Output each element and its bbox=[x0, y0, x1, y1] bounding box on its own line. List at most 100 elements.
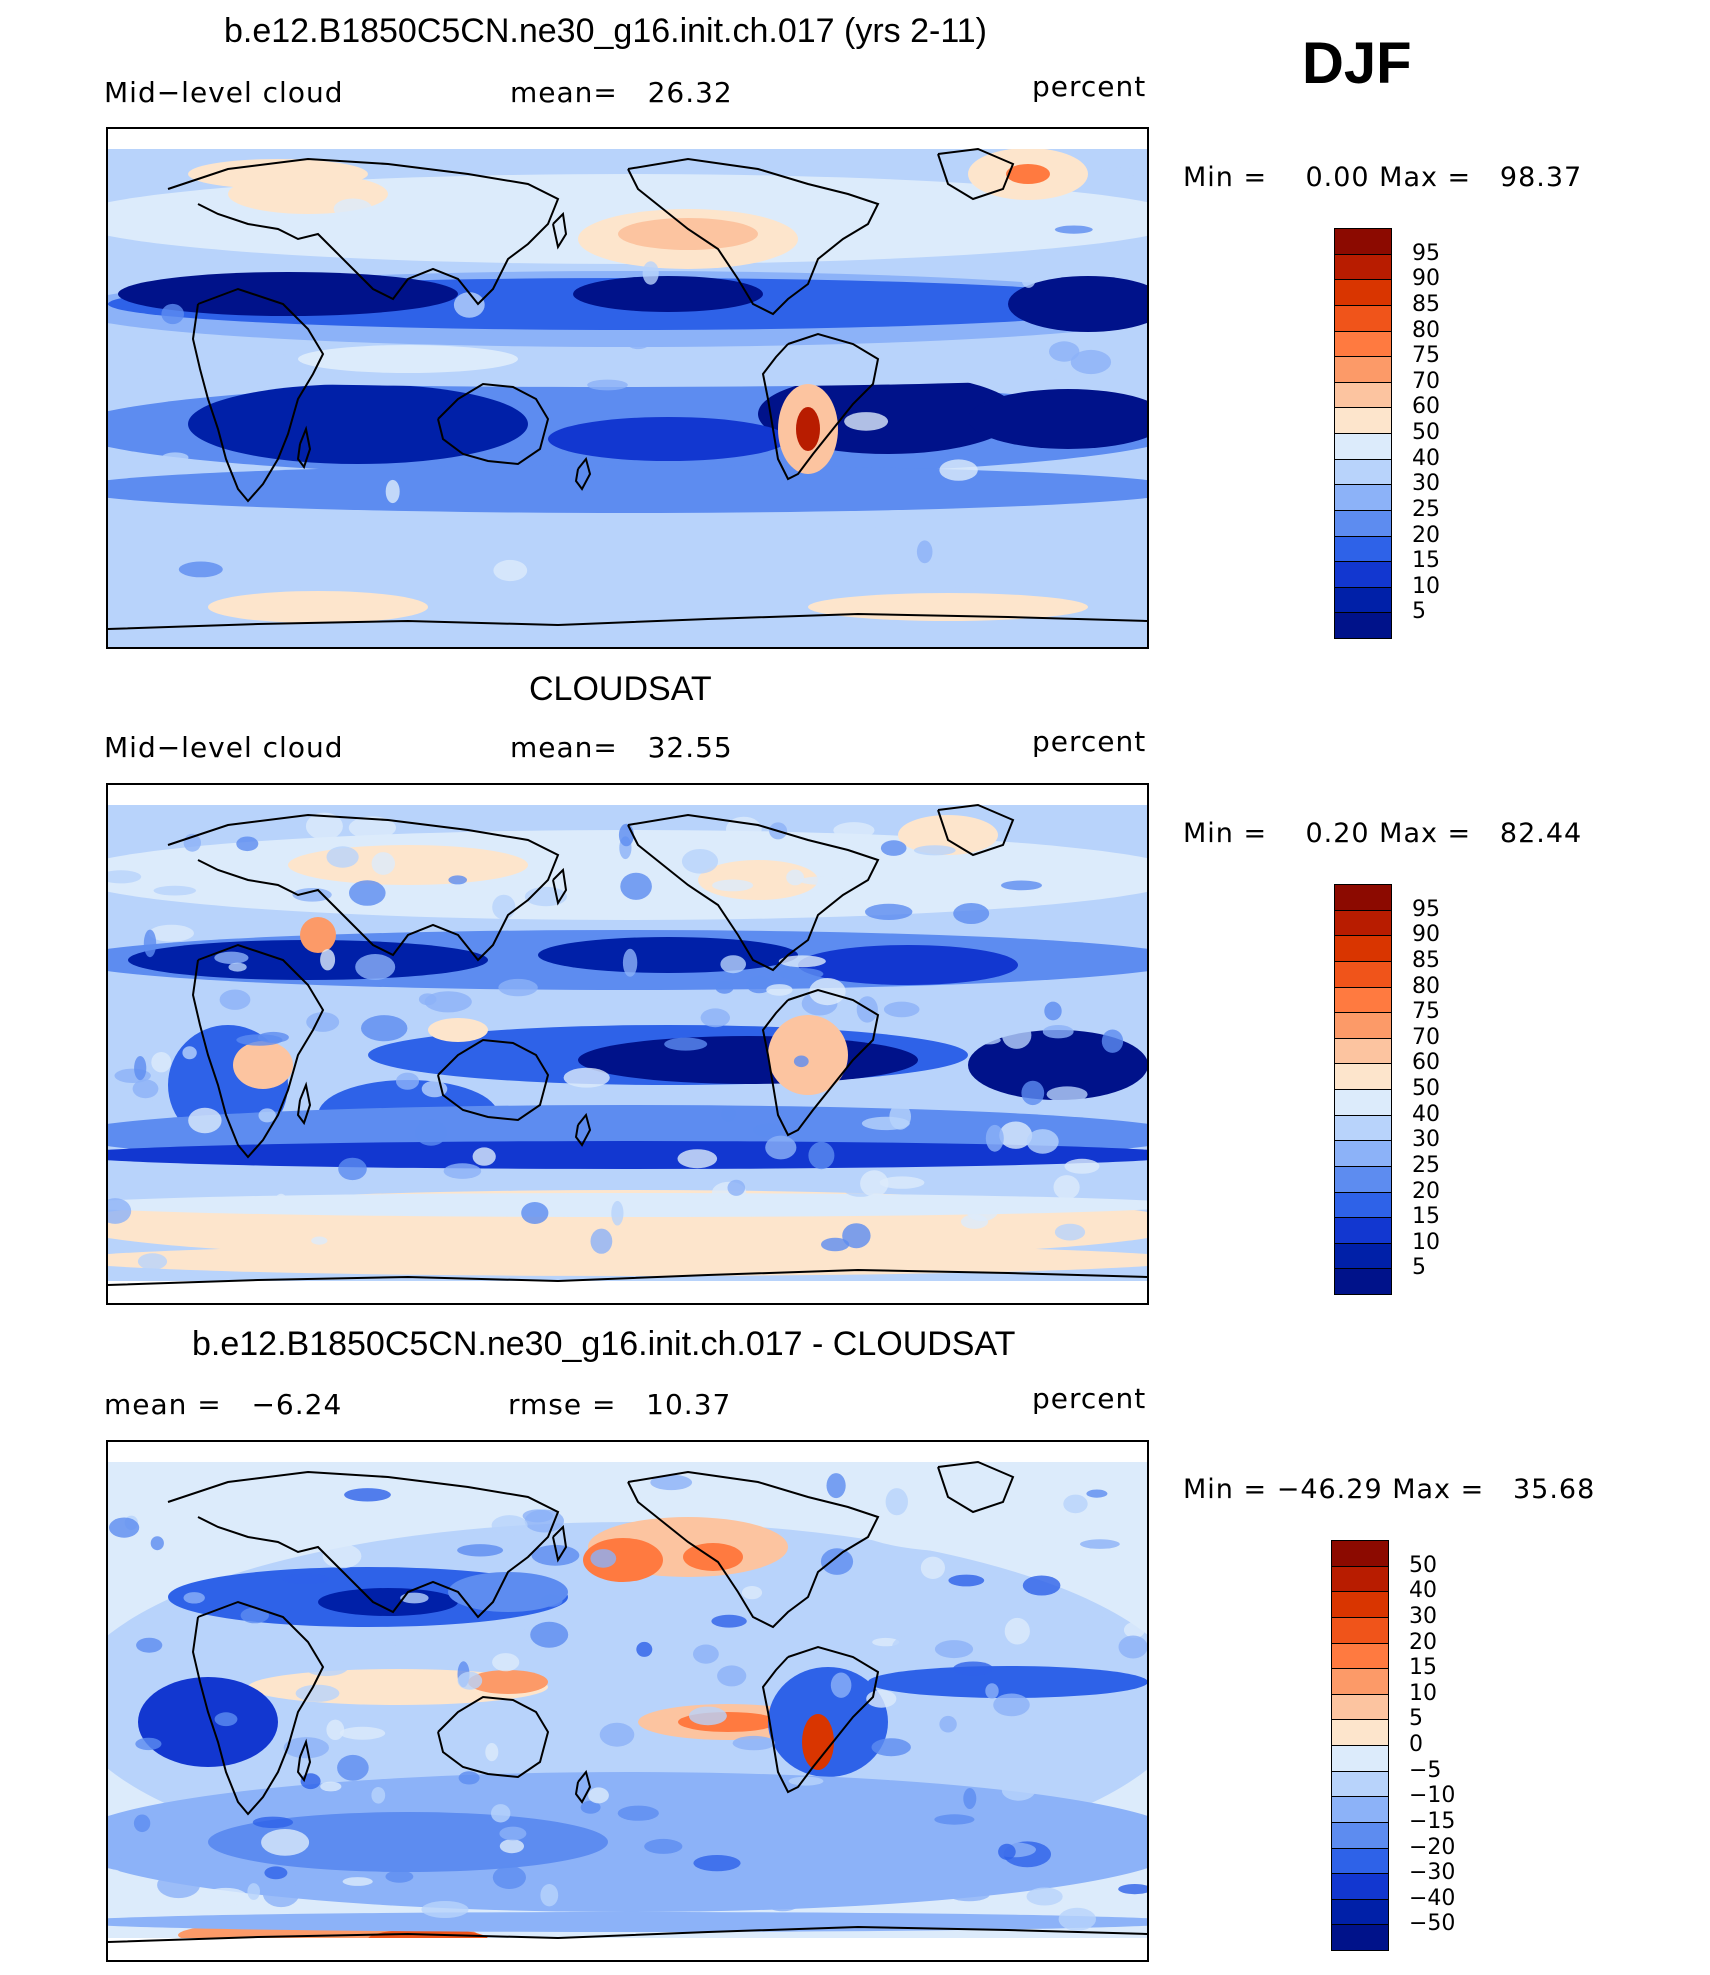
contour-region bbox=[1022, 1575, 1061, 1596]
coastline bbox=[552, 867, 568, 906]
colorbar-label: 30 bbox=[1412, 1127, 1440, 1153]
colorbar-swatch bbox=[1334, 304, 1392, 332]
contour-region bbox=[128, 940, 488, 980]
contour-region bbox=[318, 1588, 458, 1616]
contour-region bbox=[768, 1015, 848, 1095]
contour-region bbox=[491, 1515, 528, 1536]
contour-region bbox=[300, 1773, 321, 1790]
contour-region bbox=[385, 1870, 414, 1883]
contour-region bbox=[720, 955, 746, 974]
contour-region bbox=[320, 949, 336, 971]
contour-region bbox=[786, 869, 804, 886]
contour-region bbox=[1008, 276, 1147, 332]
contour-region bbox=[1026, 1129, 1059, 1154]
contour-region bbox=[530, 1621, 569, 1648]
contour-region bbox=[161, 452, 189, 463]
contour-region bbox=[133, 1814, 151, 1833]
contour-region bbox=[883, 1001, 920, 1018]
contour-region bbox=[151, 1052, 172, 1073]
panel1-map bbox=[106, 127, 1149, 649]
colorbar-label: 0 bbox=[1409, 1732, 1423, 1757]
panel2-map bbox=[106, 783, 1149, 1305]
colorbar-swatch bbox=[1334, 1217, 1392, 1244]
colorbar-swatch bbox=[1334, 1140, 1392, 1167]
coastline bbox=[627, 1470, 880, 1629]
colorbar-swatch bbox=[1334, 407, 1392, 434]
panel1-title: b.e12.B1850C5CN.ne30_g16.init.ch.017 (yr… bbox=[224, 12, 987, 50]
contour-region bbox=[820, 1548, 854, 1575]
contour-region bbox=[448, 875, 468, 885]
contour-region bbox=[788, 1776, 824, 1786]
panel1-minmax: Min = 0.00 Max = 98.37 bbox=[1183, 162, 1583, 193]
panel2-minmax: Min = 0.20 Max = 82.44 bbox=[1183, 818, 1583, 849]
colorbar-label: 15 bbox=[1409, 1655, 1437, 1681]
colorbar-swatch bbox=[1334, 253, 1392, 281]
panel1-variable-label: Mid−level cloud bbox=[104, 76, 344, 109]
contour-region bbox=[188, 159, 368, 189]
colorbar-swatch bbox=[1334, 884, 1392, 911]
contour-region bbox=[657, 557, 694, 582]
contour-region bbox=[693, 1644, 719, 1664]
colorbar-swatch bbox=[1334, 935, 1392, 962]
colorbar-label: −30 bbox=[1409, 1860, 1456, 1886]
contour-region bbox=[999, 1121, 1033, 1149]
contour-region bbox=[108, 1856, 126, 1869]
contour-region bbox=[563, 1067, 610, 1088]
contour-region bbox=[415, 1119, 447, 1146]
contour-region bbox=[355, 954, 396, 980]
contour-region bbox=[953, 903, 990, 924]
colorbar-label: −15 bbox=[1409, 1808, 1456, 1834]
coastline bbox=[937, 147, 1015, 201]
map-no-data bbox=[108, 1442, 1147, 1462]
contour-region bbox=[214, 1712, 238, 1727]
map-no-data bbox=[108, 1938, 1147, 1960]
colorbar-label: 70 bbox=[1412, 1024, 1440, 1050]
contour-region bbox=[448, 1572, 568, 1612]
contour-region bbox=[1021, 271, 1036, 288]
panel2-variable-label: Mid−level cloud bbox=[104, 731, 344, 764]
contour-region bbox=[642, 261, 659, 285]
contour-region bbox=[1082, 1615, 1106, 1626]
contour-region bbox=[765, 1135, 797, 1160]
coastline bbox=[574, 456, 592, 491]
contour-region bbox=[1070, 349, 1112, 375]
panel1-colorbar: 95 90 85 80 75 70 60 50 40 30 25 20 15 10 5 bbox=[1334, 228, 1494, 639]
coastline bbox=[191, 1600, 325, 1816]
contour-region bbox=[587, 379, 628, 391]
contour-region bbox=[134, 1056, 147, 1081]
contour-region bbox=[337, 1754, 369, 1781]
contour-region bbox=[311, 1236, 328, 1245]
contour-region bbox=[1046, 1086, 1088, 1103]
colorbar-label: 15 bbox=[1412, 548, 1440, 574]
contour-region bbox=[149, 924, 194, 942]
contour-region bbox=[618, 823, 634, 847]
colorbar-swatch bbox=[1334, 330, 1392, 358]
contour-region bbox=[108, 1141, 1147, 1169]
contour-region bbox=[1042, 1025, 1074, 1039]
contour-region bbox=[371, 852, 395, 875]
contour-region bbox=[802, 1714, 834, 1770]
coastline bbox=[574, 1112, 592, 1147]
contour-region bbox=[809, 978, 846, 1006]
contour-region bbox=[236, 836, 259, 852]
contour-region bbox=[664, 1037, 708, 1051]
colorbar-swatch bbox=[1334, 228, 1392, 255]
contour-region bbox=[472, 1147, 496, 1166]
contour-region bbox=[498, 978, 538, 997]
contour-region bbox=[424, 991, 472, 1013]
colorbar-label: 30 bbox=[1412, 471, 1440, 497]
contour-region bbox=[349, 880, 386, 906]
contour-region bbox=[132, 1079, 159, 1099]
contour-region bbox=[879, 1176, 925, 1189]
contour-region bbox=[620, 872, 652, 900]
contour-region bbox=[491, 1804, 511, 1823]
contour-region bbox=[138, 1677, 278, 1767]
colorbar-swatch bbox=[1331, 1924, 1389, 1951]
contour-region bbox=[385, 479, 400, 504]
contour-region bbox=[700, 1008, 730, 1028]
colorbar-swatch bbox=[1331, 1898, 1389, 1926]
contour-region bbox=[485, 1743, 499, 1762]
contour-region bbox=[492, 894, 516, 920]
contour-region bbox=[282, 1573, 330, 1585]
contour-region bbox=[766, 984, 793, 996]
